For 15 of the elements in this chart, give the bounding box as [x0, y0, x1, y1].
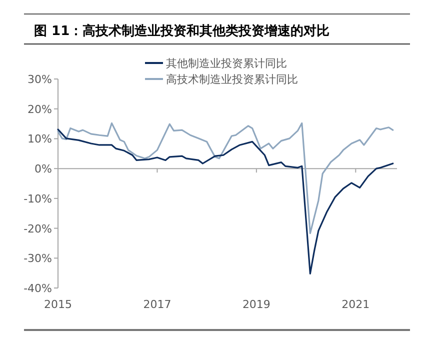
x-tick-label: 2021 — [342, 298, 370, 311]
x-tick-label: 2017 — [143, 298, 172, 311]
y-tick-label: 30% — [28, 73, 52, 86]
y-tick-label: -20% — [24, 222, 52, 236]
chart-title: 图 11：高技术制造业投资和其他类投资增速的对比 — [34, 23, 330, 39]
legend-label: 高技术制造业投资累计同比 — [166, 73, 298, 86]
y-tick-label: -30% — [24, 252, 52, 266]
y-tick-label: 0% — [34, 162, 52, 176]
y-tick-label: -40% — [24, 282, 52, 295]
legend-label: 其他制造业投资累计同比 — [166, 57, 287, 70]
x-tick-label: 2015 — [44, 298, 72, 311]
y-tick-label: -10% — [24, 192, 52, 206]
y-tick-label: 20% — [28, 102, 52, 116]
y-tick-label: 10% — [28, 132, 52, 146]
x-tick-label: 2019 — [242, 298, 270, 311]
